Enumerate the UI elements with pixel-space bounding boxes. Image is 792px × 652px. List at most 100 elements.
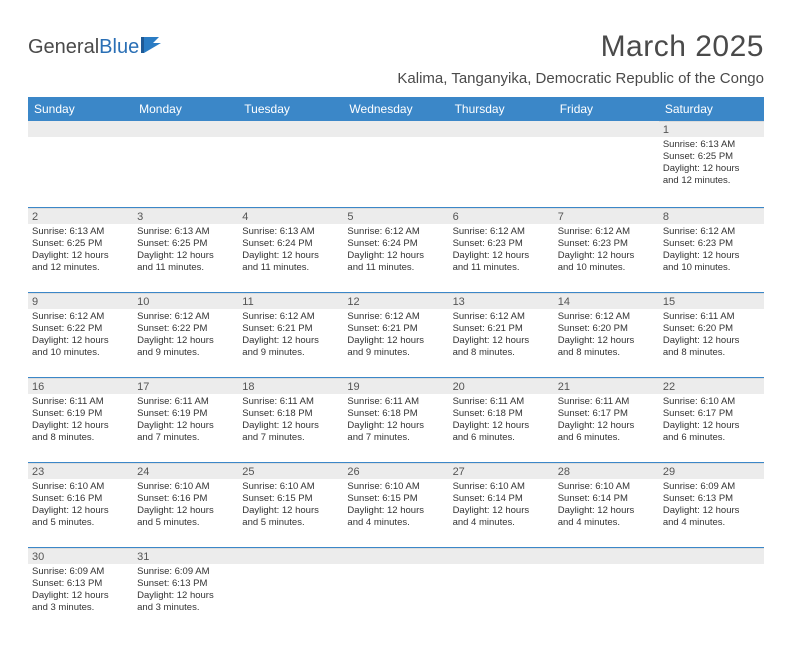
day-cell (133, 137, 238, 207)
daylight-text-2: and 8 minutes. (663, 347, 760, 359)
sunset-text: Sunset: 6:21 PM (347, 323, 444, 335)
daylight-text: Daylight: 12 hours (663, 163, 760, 175)
sunrise-text: Sunrise: 6:13 AM (32, 226, 129, 238)
daynum-row: 23242526272829 (28, 463, 764, 479)
daylight-text: Daylight: 12 hours (242, 420, 339, 432)
sunset-text: Sunset: 6:24 PM (242, 238, 339, 250)
daylight-text: Daylight: 12 hours (558, 420, 655, 432)
day-cell: Sunrise: 6:12 AMSunset: 6:22 PMDaylight:… (28, 309, 133, 377)
daylight-text: Daylight: 12 hours (558, 250, 655, 262)
daylight-text-2: and 6 minutes. (558, 432, 655, 444)
day-cell: Sunrise: 6:09 AMSunset: 6:13 PMDaylight:… (28, 564, 133, 632)
sunset-text: Sunset: 6:23 PM (453, 238, 550, 250)
day-cell: Sunrise: 6:11 AMSunset: 6:18 PMDaylight:… (449, 394, 554, 462)
week-row: Sunrise: 6:11 AMSunset: 6:19 PMDaylight:… (28, 394, 764, 463)
day-number: 11 (238, 293, 343, 309)
sunset-text: Sunset: 6:23 PM (558, 238, 655, 250)
daylight-text-2: and 4 minutes. (453, 517, 550, 529)
day-number: 14 (554, 293, 659, 309)
daylight-text: Daylight: 12 hours (453, 420, 550, 432)
day-cell: Sunrise: 6:11 AMSunset: 6:18 PMDaylight:… (343, 394, 448, 462)
daylight-text: Daylight: 12 hours (558, 505, 655, 517)
day-number: 18 (238, 378, 343, 394)
week-row: Sunrise: 6:13 AMSunset: 6:25 PMDaylight:… (28, 137, 764, 208)
day-number: 2 (28, 208, 133, 224)
day-number: 8 (659, 208, 764, 224)
sunrise-text: Sunrise: 6:10 AM (453, 481, 550, 493)
daylight-text-2: and 4 minutes. (663, 517, 760, 529)
daylight-text-2: and 5 minutes. (242, 517, 339, 529)
sunrise-text: Sunrise: 6:11 AM (558, 396, 655, 408)
day-number: 27 (449, 463, 554, 479)
day-number: 21 (554, 378, 659, 394)
daylight-text-2: and 4 minutes. (347, 517, 444, 529)
day-cell: Sunrise: 6:10 AMSunset: 6:16 PMDaylight:… (133, 479, 238, 547)
daylight-text-2: and 7 minutes. (242, 432, 339, 444)
day-number: 4 (238, 208, 343, 224)
day-cell: Sunrise: 6:10 AMSunset: 6:14 PMDaylight:… (554, 479, 659, 547)
day-number: 25 (238, 463, 343, 479)
sunrise-text: Sunrise: 6:09 AM (137, 566, 234, 578)
day-number: 29 (659, 463, 764, 479)
brand-part1: General (28, 36, 99, 59)
sunset-text: Sunset: 6:15 PM (347, 493, 444, 505)
day-number: 1 (659, 121, 764, 137)
day-cell (659, 564, 764, 632)
daylight-text-2: and 12 minutes. (663, 175, 760, 187)
daylight-text: Daylight: 12 hours (453, 335, 550, 347)
daylight-text: Daylight: 12 hours (663, 335, 760, 347)
daynum-row: 16171819202122 (28, 378, 764, 394)
day-number (449, 548, 554, 564)
day-number: 26 (343, 463, 448, 479)
day-cell (343, 564, 448, 632)
day-number: 7 (554, 208, 659, 224)
day-number (554, 548, 659, 564)
sunrise-text: Sunrise: 6:10 AM (347, 481, 444, 493)
day-cell: Sunrise: 6:13 AMSunset: 6:24 PMDaylight:… (238, 224, 343, 292)
daylight-text: Daylight: 12 hours (242, 505, 339, 517)
sunrise-text: Sunrise: 6:13 AM (137, 226, 234, 238)
daynum-row: 3031 (28, 548, 764, 564)
daynum-row: 9101112131415 (28, 293, 764, 309)
daylight-text: Daylight: 12 hours (347, 505, 444, 517)
day-number: 9 (28, 293, 133, 309)
daylight-text: Daylight: 12 hours (558, 335, 655, 347)
daylight-text-2: and 11 minutes. (242, 262, 339, 274)
day-number (449, 121, 554, 137)
day-cell: Sunrise: 6:11 AMSunset: 6:18 PMDaylight:… (238, 394, 343, 462)
title-block: March 2025 Kalima, Tanganyika, Democrati… (397, 30, 764, 87)
page-header: GeneralBlue March 2025 Kalima, Tanganyik… (28, 30, 764, 87)
day-cell: Sunrise: 6:11 AMSunset: 6:19 PMDaylight:… (28, 394, 133, 462)
sunrise-text: Sunrise: 6:12 AM (347, 311, 444, 323)
daylight-text-2: and 9 minutes. (347, 347, 444, 359)
sunrise-text: Sunrise: 6:12 AM (453, 226, 550, 238)
dayname-header: Sunday (28, 97, 133, 121)
week-row: Sunrise: 6:12 AMSunset: 6:22 PMDaylight:… (28, 309, 764, 378)
daylight-text: Daylight: 12 hours (137, 335, 234, 347)
sunrise-text: Sunrise: 6:12 AM (242, 311, 339, 323)
sunset-text: Sunset: 6:20 PM (558, 323, 655, 335)
daylight-text: Daylight: 12 hours (347, 420, 444, 432)
day-cell: Sunrise: 6:10 AMSunset: 6:16 PMDaylight:… (28, 479, 133, 547)
sunset-text: Sunset: 6:25 PM (137, 238, 234, 250)
day-number: 19 (343, 378, 448, 394)
sunrise-text: Sunrise: 6:11 AM (137, 396, 234, 408)
daylight-text: Daylight: 12 hours (663, 505, 760, 517)
daylight-text-2: and 9 minutes. (242, 347, 339, 359)
day-cell (238, 137, 343, 207)
sunset-text: Sunset: 6:23 PM (663, 238, 760, 250)
sunset-text: Sunset: 6:25 PM (32, 238, 129, 250)
sunrise-text: Sunrise: 6:10 AM (558, 481, 655, 493)
sunrise-text: Sunrise: 6:12 AM (32, 311, 129, 323)
day-number (343, 548, 448, 564)
dayname-header: Tuesday (238, 97, 343, 121)
sunset-text: Sunset: 6:13 PM (663, 493, 760, 505)
day-cell: Sunrise: 6:10 AMSunset: 6:14 PMDaylight:… (449, 479, 554, 547)
daylight-text: Daylight: 12 hours (663, 250, 760, 262)
daylight-text-2: and 10 minutes. (32, 347, 129, 359)
day-number (238, 121, 343, 137)
sunrise-text: Sunrise: 6:11 AM (32, 396, 129, 408)
day-cell (238, 564, 343, 632)
day-cell: Sunrise: 6:12 AMSunset: 6:24 PMDaylight:… (343, 224, 448, 292)
sunset-text: Sunset: 6:20 PM (663, 323, 760, 335)
